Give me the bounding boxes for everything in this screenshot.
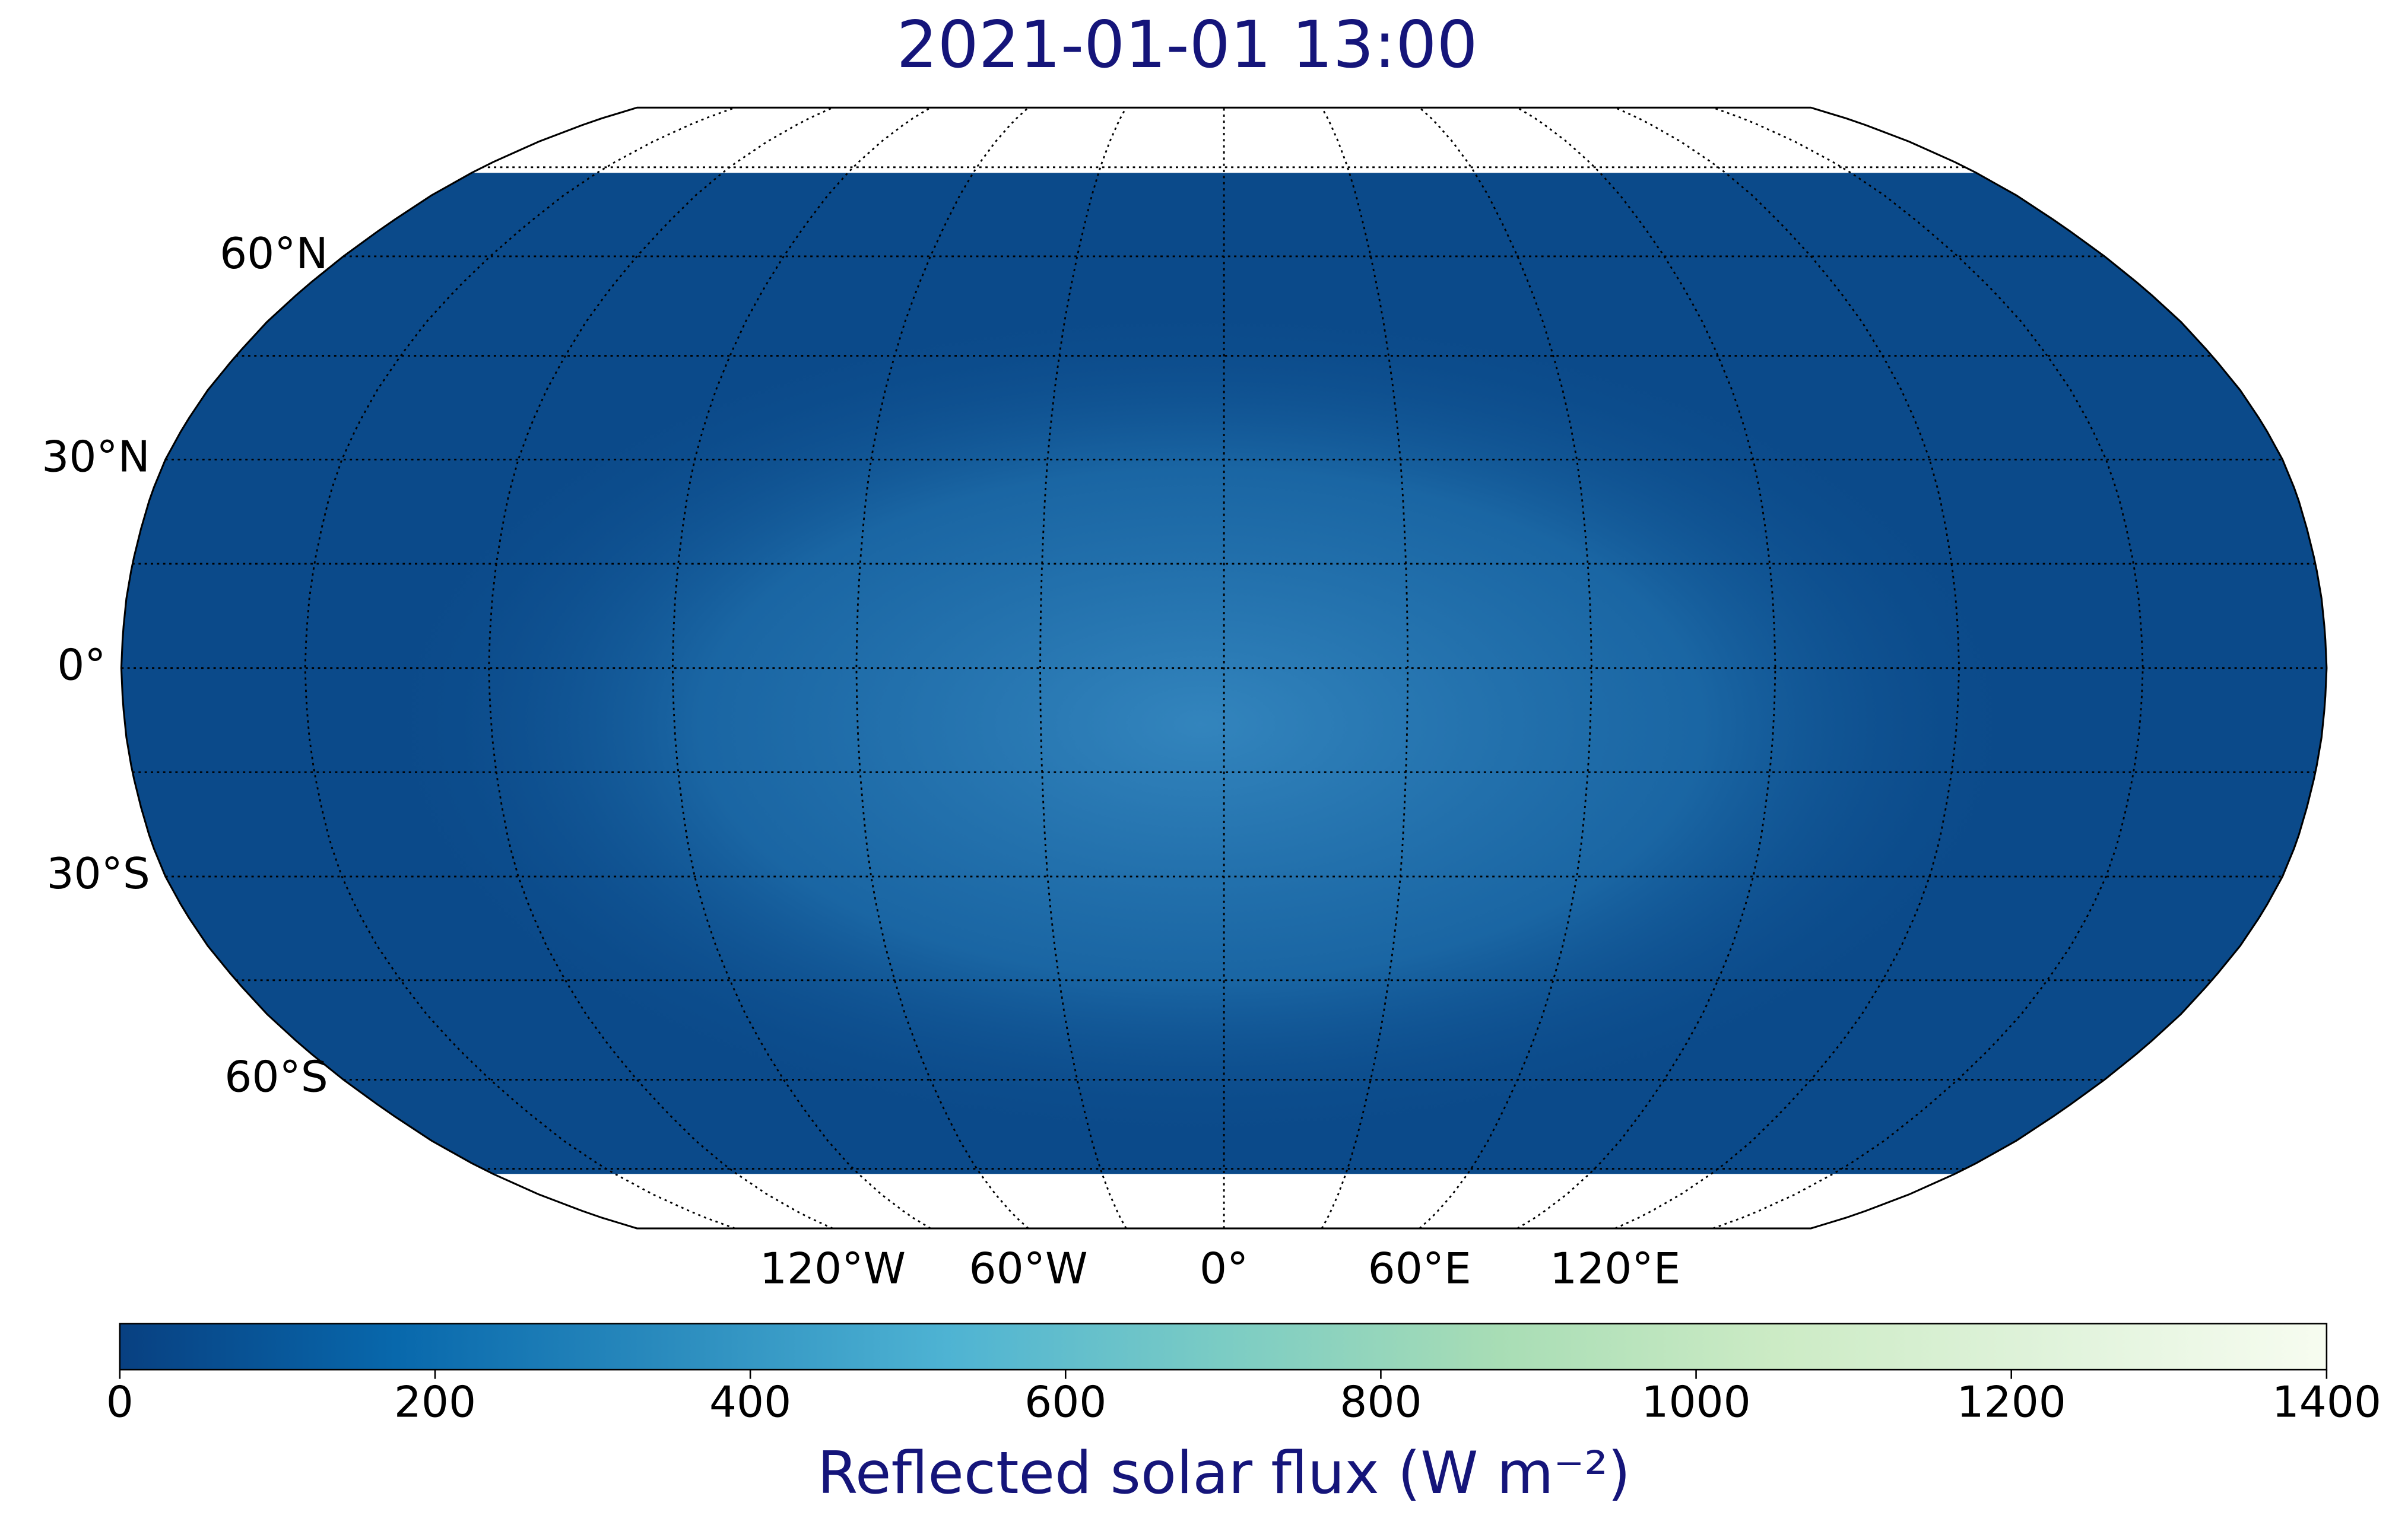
colorbar: 0 200 400 600 800 1000 1200 1400 [106,1323,2381,1428]
map-layer [121,107,2327,1229]
colorbar-tick-label: 0 [106,1378,134,1428]
colorbar-label: Reflected solar flux (W m⁻²) [817,1440,1630,1507]
meridian [855,107,1029,1229]
lat-label: 30°N [42,432,150,482]
meridian [1419,107,1592,1229]
map-outline [120,106,2328,1230]
colorbar-tick-label: 1400 [2272,1378,2381,1428]
map: 60°N 30°N 0° 30°S 60°S 120°W 60°W 0° 60°E 120°E [42,106,2328,1294]
meridian [488,107,833,1229]
lon-label: 60°E [1368,1244,1471,1294]
lat-label: 60°N [220,229,328,279]
colorbar-tick-label: 800 [1340,1378,1422,1428]
lon-label: 120°W [760,1244,906,1294]
meridian [671,107,931,1229]
lat-label: 60°S [224,1052,328,1102]
meridian [1516,107,1776,1229]
meridian [1039,107,1127,1229]
lat-label: 30°S [46,849,150,899]
lon-label: 60°W [969,1244,1088,1294]
colorbar-tick-label: 600 [1024,1378,1106,1428]
polar-north [121,107,2327,173]
colorbar-tick-label: 1200 [1957,1378,2066,1428]
colorbar-tick-label: 1000 [1641,1378,1750,1428]
colorbar-tick-label: 200 [394,1378,476,1428]
meridian [1614,107,1960,1229]
lon-label: 0° [1200,1244,1248,1294]
title: 2021-01-01 13:00 [896,7,1477,82]
lon-label: 120°E [1550,1244,1680,1294]
lat-label: 0° [57,641,106,691]
meridian [1321,107,1409,1229]
colorbar-gradient [119,1323,2328,1371]
colorbar-tick-label: 400 [709,1378,791,1428]
